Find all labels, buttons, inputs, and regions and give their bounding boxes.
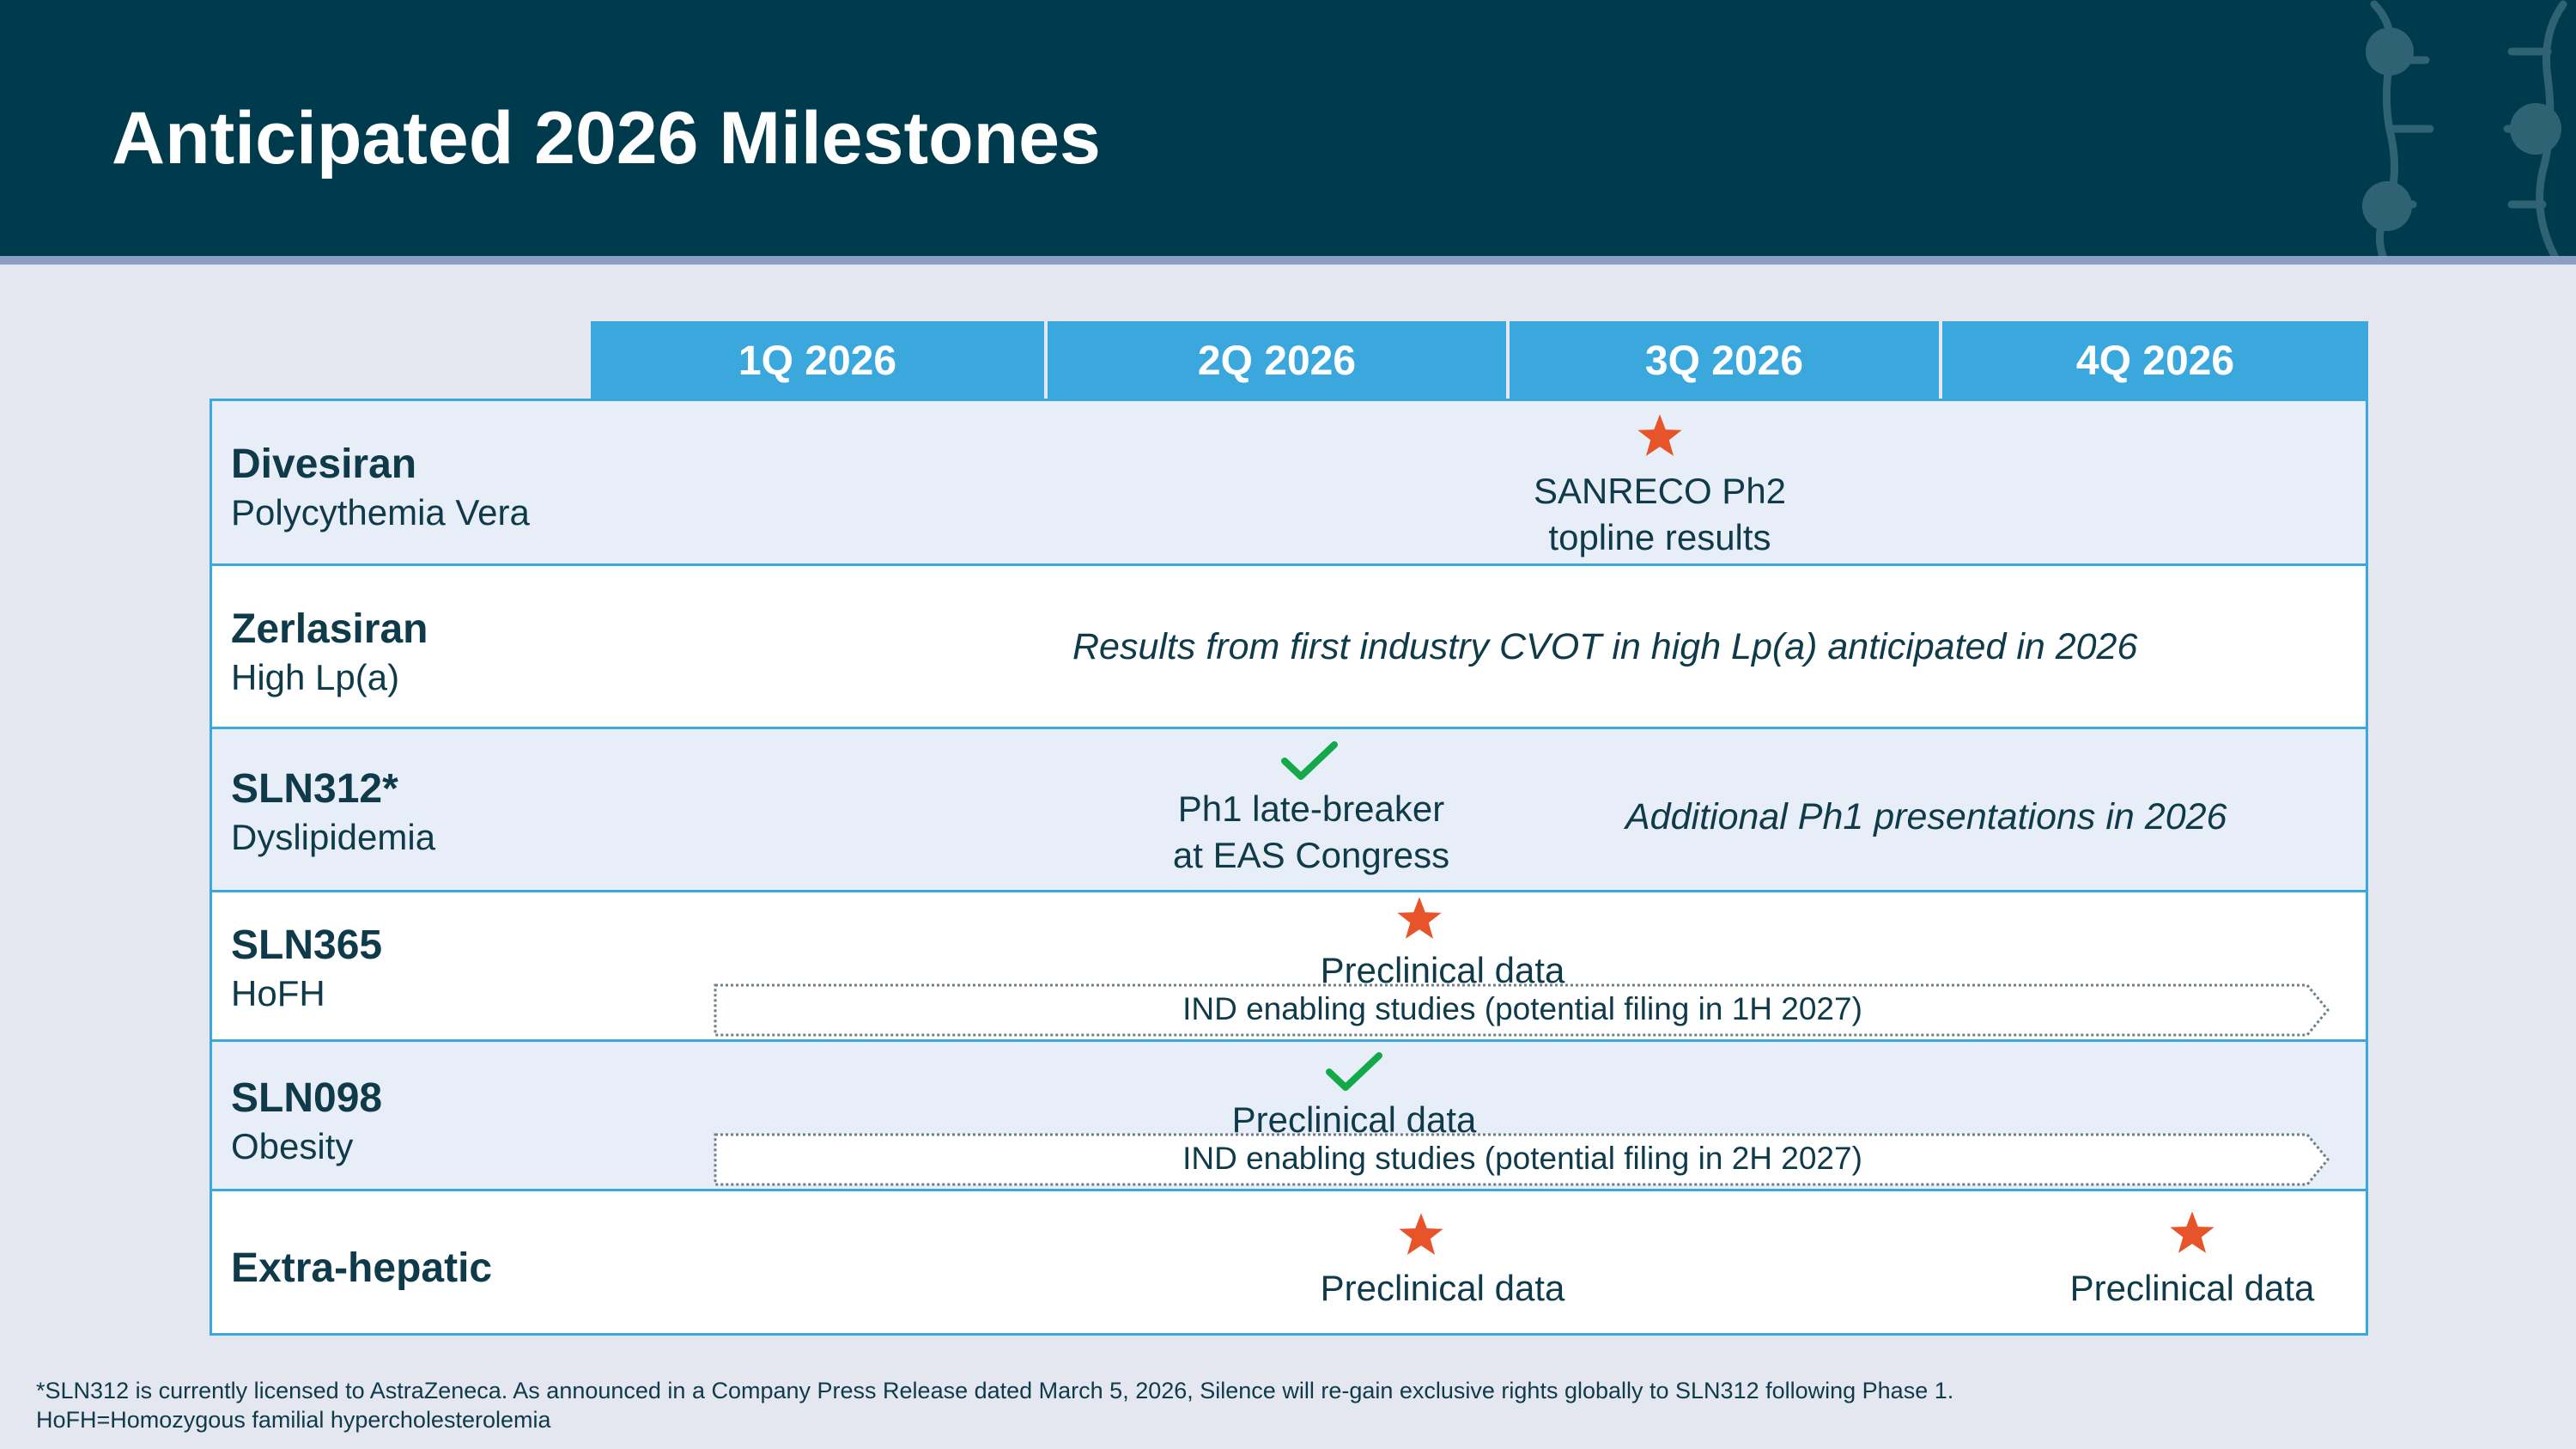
star-icon bbox=[1397, 897, 1442, 939]
table-row-sln365: SLN365 HoFH Preclinical data IND enablin… bbox=[212, 892, 2366, 1042]
milestone-4q-label: Preclinical data bbox=[2069, 1268, 2315, 1308]
table-row-sln098: SLN098 Obesity Preclinical data IND enab… bbox=[212, 1042, 2366, 1191]
star-icon bbox=[2170, 1211, 2215, 1253]
header-divider bbox=[0, 256, 2576, 265]
timeline-arrow bbox=[714, 983, 2330, 1037]
milestone-line1: Ph1 late-breaker bbox=[1177, 788, 1445, 829]
row-name: SLN365 bbox=[231, 922, 383, 968]
checkmark-icon bbox=[1326, 1052, 1382, 1091]
row-name: Zerlasiran bbox=[231, 606, 428, 652]
zerlasiran-note: Results from first industry CVOT in high… bbox=[1072, 626, 2138, 667]
row-indication: Obesity bbox=[231, 1126, 354, 1166]
row-name: SLN312* bbox=[231, 766, 398, 812]
page-title: Anticipated 2026 Milestones bbox=[112, 97, 1101, 180]
table-row-zerlasiran: Zerlasiran High Lp(a) Results from first… bbox=[212, 566, 2366, 729]
star-icon bbox=[1637, 414, 1682, 456]
row-indication: High Lp(a) bbox=[231, 657, 400, 697]
row-indication: Polycythemia Vera bbox=[231, 492, 530, 533]
row-name: SLN098 bbox=[231, 1075, 383, 1121]
timeline-arrow bbox=[714, 1133, 2330, 1186]
milestone-line2: topline results bbox=[1548, 517, 1771, 557]
star-icon bbox=[1399, 1213, 1443, 1255]
row-indication: Dyslipidemia bbox=[231, 817, 436, 857]
table-row-divesiran: Divesiran Polycythemia Vera SANRECO Ph2 … bbox=[212, 401, 2366, 566]
row-name: Divesiran bbox=[231, 441, 417, 487]
quarter-header-2q: 2Q 2026 bbox=[1048, 321, 1506, 400]
company-logo-icon bbox=[2362, 0, 2567, 256]
row-indication: HoFH bbox=[231, 973, 325, 1014]
milestone-label: Preclinical data bbox=[1320, 950, 1565, 990]
quarter-header-4q: 4Q 2026 bbox=[1942, 321, 2368, 400]
checkmark-icon bbox=[1281, 741, 1338, 780]
arrow-label: IND enabling studies (potential filing i… bbox=[1182, 1141, 1862, 1176]
row-name: Extra-hepatic bbox=[231, 1245, 493, 1291]
quarter-header-3q: 3Q 2026 bbox=[1510, 321, 1939, 400]
quarter-header-1q: 1Q 2026 bbox=[591, 321, 1044, 400]
milestone-line2: at EAS Congress bbox=[1172, 835, 1450, 875]
arrow-label: IND enabling studies (potential filing i… bbox=[1182, 991, 1862, 1026]
table-row-extra-hepatic: Extra-hepatic Preclinical data Preclinic… bbox=[212, 1191, 2366, 1333]
milestone-line1: SANRECO Ph2 bbox=[1533, 471, 1787, 511]
milestone-label: Preclinical data bbox=[1231, 1099, 1477, 1140]
footnote-hofh: HoFH=Homozygous familial hypercholestero… bbox=[36, 1407, 551, 1433]
sln312-note: Additional Ph1 presentations in 2026 bbox=[1625, 796, 2227, 837]
table-row-sln312: SLN312* Dyslipidemia Ph1 late-breaker at… bbox=[212, 729, 2366, 892]
footnote-licensing: *SLN312 is currently licensed to AstraZe… bbox=[36, 1378, 1954, 1403]
milestone-table: Divesiran Polycythemia Vera SANRECO Ph2 … bbox=[210, 399, 2368, 1336]
milestone-2q-label: Preclinical data bbox=[1320, 1268, 1565, 1308]
header-bar: Anticipated 2026 Milestones bbox=[0, 0, 2576, 256]
